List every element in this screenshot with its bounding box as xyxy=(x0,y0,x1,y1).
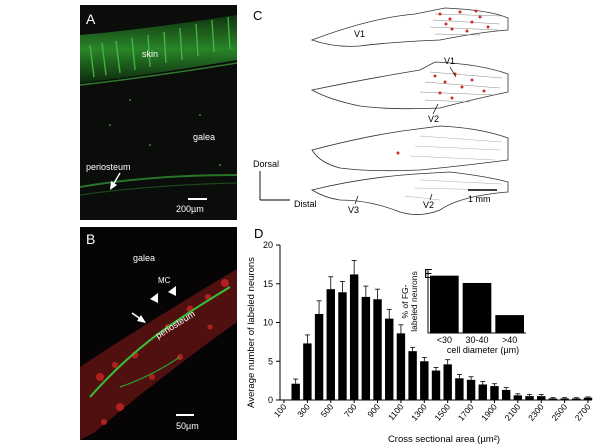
y-tick-label-d: 10 xyxy=(263,318,273,328)
x-tick-label-d: 1500 xyxy=(432,402,452,423)
dorsal-label: Dorsal xyxy=(253,159,279,169)
v2-label-bot: V2 xyxy=(423,200,434,210)
y-axis-label-e: labeled neurons xyxy=(409,271,419,332)
bar-d xyxy=(314,313,324,400)
panel-c-tracings: C V1 V1 V2 xyxy=(240,0,600,225)
ganglion-section-1 xyxy=(310,7,509,47)
ganglion-section-3 xyxy=(311,125,509,172)
bar-d xyxy=(291,383,300,400)
labeled-neurons-1 xyxy=(438,9,490,33)
mc-label: MC xyxy=(158,276,171,285)
arrow-icon xyxy=(110,172,121,190)
x-tick-label-d: 1100 xyxy=(386,402,406,423)
bar-d xyxy=(373,299,382,400)
bar-d xyxy=(478,384,487,400)
periosteum-label: periosteum xyxy=(86,162,131,172)
panel-b-image: B galea MC periosteum 50µm xyxy=(80,227,237,440)
bar-d xyxy=(513,395,523,400)
x-tick-label-d: 2100 xyxy=(503,402,523,423)
bar-d xyxy=(349,274,359,400)
galea-label: galea xyxy=(193,132,215,142)
bar-d xyxy=(572,398,581,400)
y-tick-label-d: 0 xyxy=(268,395,273,405)
panel-d-letter: D xyxy=(254,226,263,241)
x-tick-label-d: 1700 xyxy=(456,402,476,423)
bar-d xyxy=(361,296,371,400)
x-tick-label-d: 2500 xyxy=(549,402,569,423)
bar-d xyxy=(583,397,593,400)
bar-e xyxy=(495,315,524,333)
x-tick-label-e: 30-40 xyxy=(465,335,488,345)
bar-d xyxy=(490,386,499,400)
bar-d xyxy=(537,396,546,400)
y-tick-label-d: 20 xyxy=(263,240,273,250)
bar-d xyxy=(303,343,312,400)
bar-d xyxy=(338,292,347,400)
x-tick-label-d: 2300 xyxy=(526,402,546,423)
bar-e xyxy=(462,282,492,333)
panel-a-micrograph: A skin galea periosteum 200µm xyxy=(80,5,237,220)
y-tick-label-d: 15 xyxy=(263,279,273,289)
distal-label: Distal xyxy=(294,199,317,209)
arrow-icon-b xyxy=(131,312,146,323)
bar-d xyxy=(501,389,511,400)
chart-d-plot: 0 5 10 15 20 100 300 500 700 900 1100 1300 1500 1700 1… xyxy=(246,240,593,445)
x-axis-label-d: Cross sectional area (µm²) xyxy=(388,434,500,445)
x-tick-label-d: 1300 xyxy=(409,402,429,423)
bar-d xyxy=(420,361,429,400)
x-tick-label-d: 900 xyxy=(365,402,382,420)
v3-label: V3 xyxy=(348,205,359,215)
bar-d xyxy=(560,398,569,400)
skin-label: skin xyxy=(142,49,158,59)
nerve-fiber xyxy=(89,286,231,398)
x-tick-label-e: <30 xyxy=(437,335,452,345)
panel-d-chart: D E 051015201003005007009001100130015001… xyxy=(246,226,593,445)
x-tick-label-d: 700 xyxy=(342,402,359,420)
labeled-neurons-2 xyxy=(433,72,486,100)
scale-label-b: 50µm xyxy=(176,421,199,431)
x-tick-label-d: 300 xyxy=(295,402,312,420)
bar-d xyxy=(466,379,476,400)
panel-a-letter: A xyxy=(86,11,96,27)
panel-b-letter: B xyxy=(86,231,95,247)
x-tick-label-d: 500 xyxy=(319,402,336,420)
arrowhead-icon xyxy=(150,286,176,303)
bar-d xyxy=(455,378,464,400)
galea-label-b: galea xyxy=(133,253,155,263)
ganglion-section-2 xyxy=(310,61,509,110)
bar-d xyxy=(443,364,452,400)
panel-b-micrograph: B galea MC periosteum 50µm xyxy=(80,227,237,440)
v2-label-mid: V2 xyxy=(428,114,439,124)
bar-d xyxy=(408,351,417,400)
panel-c-letter: C xyxy=(253,8,262,23)
x-axis-label-e: cell diameter (µm) xyxy=(447,345,519,355)
y-axis-label-d: Average number of labeled neurons xyxy=(246,257,257,408)
scale-label-c: 1 mm xyxy=(468,194,491,204)
x-tick-label-e: >40 xyxy=(502,335,517,345)
v1-label-mid: V1 xyxy=(444,56,455,66)
bar-d xyxy=(525,396,534,400)
panel-a-image: A skin galea periosteum 200µm xyxy=(80,5,237,220)
y-tick-label-d: 5 xyxy=(268,356,273,366)
bar-d xyxy=(548,398,558,400)
panel-c-diagram: C V1 V1 V2 xyxy=(253,7,509,215)
y-axis-label-e: % of FG- xyxy=(400,284,410,318)
x-tick-label-d: 1900 xyxy=(479,402,499,423)
bar-d xyxy=(431,370,441,400)
bar-d xyxy=(326,289,335,400)
periosteum-layer xyxy=(80,174,237,188)
bar-d xyxy=(396,333,406,400)
bar-e xyxy=(430,275,459,333)
v1-label-top: V1 xyxy=(354,29,365,39)
periosteum-tissue xyxy=(80,269,237,440)
scale-label-a: 200µm xyxy=(176,204,204,214)
x-tick-label-d: 2700 xyxy=(573,402,593,423)
bar-d xyxy=(385,318,394,400)
x-tick-label-d: 100 xyxy=(272,402,289,420)
